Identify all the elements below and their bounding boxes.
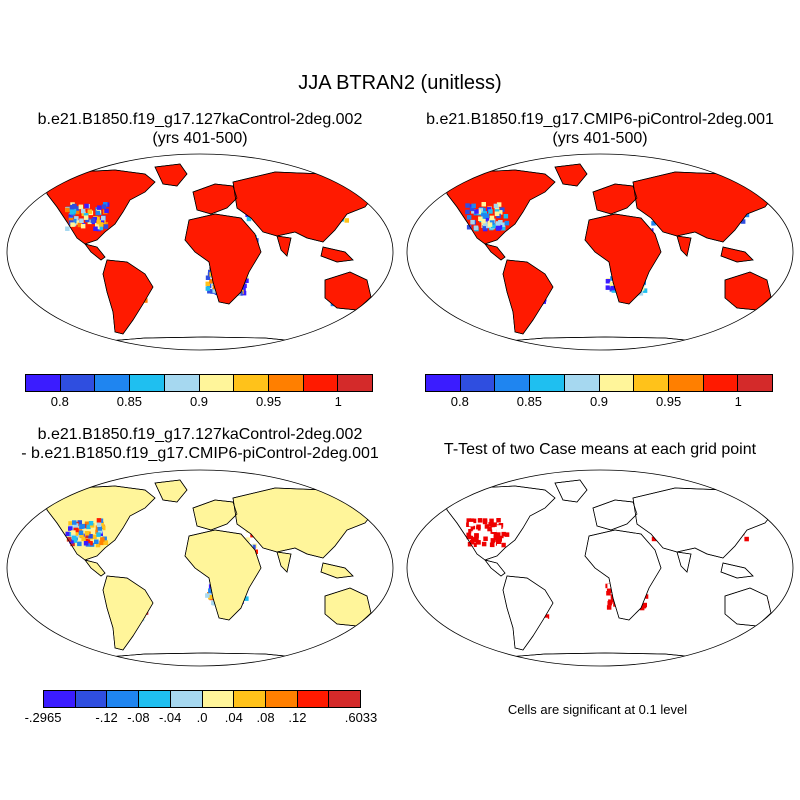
colorbar-label: .6033 [344, 710, 378, 725]
colorbar-label: .04 [224, 710, 243, 725]
colorbar-difference [43, 690, 361, 708]
continent-shape [720, 246, 754, 263]
colorbar-swatch [303, 375, 339, 391]
colorbar-label: 0.85 [516, 394, 543, 409]
colorbar-label: 0.95 [255, 394, 282, 409]
panel3-title-line2: - b.e21.B1850.f19_g17.CMIP6-piControl-2d… [21, 445, 379, 462]
colorbar-swatch [703, 375, 739, 391]
map-case2 [406, 153, 794, 351]
colorbar-swatch [60, 375, 96, 391]
panel1-title-line2: (yrs 401-500) [152, 130, 248, 147]
map-border [406, 469, 794, 667]
colorbar-label: 1 [734, 394, 742, 409]
colorbar-swatch [234, 691, 266, 707]
colorbar-label: 0.9 [589, 394, 609, 409]
significance-note: Cells are significant at 0.1 level [507, 702, 688, 717]
map-border [406, 153, 794, 351]
map-case1 [6, 153, 394, 351]
panel2-title: b.e21.B1850.f19_g17.CMIP6-piControl-2deg… [400, 110, 800, 148]
colorbar-swatch [460, 375, 496, 391]
colorbar-swatch [107, 691, 140, 707]
colorbar-case1-labels: 0.8 0.85 0.9 0.95 1 [25, 394, 373, 410]
continent-shape [632, 171, 778, 243]
continent-shape [232, 171, 378, 243]
colorbar-swatch [44, 691, 76, 707]
panel1-title-line1: b.e21.B1850.f19_g17.127kaControl-2deg.00… [37, 111, 363, 128]
map-border [6, 153, 394, 351]
colorbar-swatch [668, 375, 704, 391]
figure-title: JJA BTRAN2 (unitless) [298, 72, 502, 94]
continent-shape [592, 499, 638, 531]
continent-shape [632, 487, 778, 559]
colorbar-swatch [495, 375, 531, 391]
colorbar-label: 0.95 [655, 394, 682, 409]
continent-shape [502, 259, 554, 335]
colorbar-swatch [564, 375, 600, 391]
panel1-title: b.e21.B1850.f19_g17.127kaControl-2deg.00… [0, 110, 400, 148]
colorbar-swatch [95, 375, 131, 391]
continent-shape [192, 499, 238, 531]
colorbar-label: 0.85 [116, 394, 143, 409]
continent-shape [102, 259, 154, 335]
panel2-title-line2: (yrs 401-500) [552, 130, 648, 147]
continent-shape [320, 562, 354, 579]
continent-shape [444, 169, 556, 245]
colorbar-swatch [199, 375, 235, 391]
colorbar-label: 0.9 [189, 394, 209, 409]
colorbar-swatch [329, 691, 361, 707]
continent-shape [192, 183, 238, 215]
colorbar-label: -.04 [158, 710, 182, 725]
colorbar-label: 1 [334, 394, 342, 409]
continent-shape [592, 183, 638, 215]
colorbar-swatch [268, 375, 304, 391]
colorbar-swatch [738, 375, 773, 391]
colorbar-swatch [164, 375, 200, 391]
colorbar-label: -.12 [95, 710, 118, 725]
colorbar-swatch [234, 375, 269, 391]
continent-shape [102, 575, 154, 651]
colorbar-label: -.2965 [24, 710, 62, 725]
colorbar-swatch [130, 375, 165, 391]
colorbar-difference-labels: -.2965 -.12 -.08 -.04 .0 .04 .08 .12 .6033 [25, 710, 378, 726]
panel3-title-line1: b.e21.B1850.f19_g17.127kaControl-2deg.00… [37, 426, 363, 443]
continent-shape [320, 246, 354, 263]
colorbar-swatch [426, 375, 461, 391]
colorbar-swatch [338, 375, 373, 391]
continent-shape [502, 575, 554, 651]
colorbar-swatch [75, 691, 108, 707]
continent-shape [720, 562, 754, 579]
colorbar-label: 0.8 [450, 394, 469, 409]
colorbar-swatch [26, 375, 61, 391]
colorbar-swatch [530, 375, 565, 391]
colorbar-label: .0 [196, 710, 208, 725]
panel3-title: b.e21.B1850.f19_g17.127kaControl-2deg.00… [0, 425, 400, 463]
colorbar-swatch [170, 691, 203, 707]
colorbar-swatch [297, 691, 330, 707]
colorbar-label: -.08 [127, 710, 150, 725]
panel2-title-line1: b.e21.B1850.f19_g17.CMIP6-piControl-2deg… [426, 111, 774, 128]
colorbar-label: 0.8 [50, 394, 69, 409]
panel4-title: T-Test of two Case means at each grid po… [443, 441, 757, 458]
colorbar-case2 [425, 374, 773, 392]
map-ttest [406, 469, 794, 667]
colorbar-swatch [202, 691, 235, 707]
colorbar-label: .08 [256, 710, 275, 725]
colorbar-case2-labels: 0.8 0.85 0.9 0.95 1 [425, 394, 773, 410]
map-difference [6, 469, 394, 667]
colorbar-swatch [265, 691, 298, 707]
colorbar-swatch [599, 375, 635, 391]
map-border [6, 469, 394, 667]
colorbar-swatch [634, 375, 669, 391]
colorbar-case1 [25, 374, 373, 392]
colorbar-label: .12 [288, 710, 307, 725]
colorbar-swatch [139, 691, 171, 707]
